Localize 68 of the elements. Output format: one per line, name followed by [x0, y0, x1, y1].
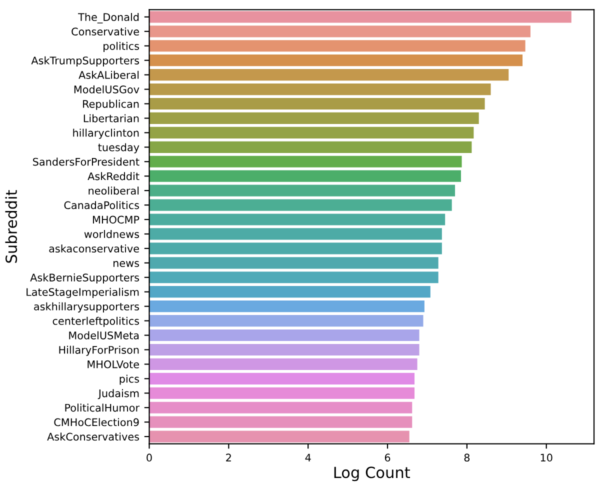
x-tick-label: 10 [540, 454, 552, 462]
y-tick-label: centerleftpolitics [52, 316, 140, 327]
y-tick-label: CanadaPolitics [64, 201, 140, 210]
y-tick-label: news [114, 261, 140, 268]
bar [149, 170, 461, 182]
bar [149, 228, 442, 240]
bar [149, 11, 572, 23]
y-tick-label: politics [104, 42, 140, 52]
y-tick-label: The_Donald [78, 12, 139, 24]
y-tick-label: HillaryForPrison [59, 346, 139, 356]
x-tick-label: 6 [384, 454, 390, 462]
y-tick-label: MHOLVote [88, 360, 139, 368]
y-tick-label: AskALiberal [78, 70, 139, 79]
bar [149, 344, 420, 356]
y-tick-label: AskConservatives [47, 432, 140, 441]
y-tick-label: ModelUSGov [74, 85, 140, 94]
bar [149, 387, 415, 399]
bar [149, 54, 523, 66]
bar [149, 286, 430, 298]
y-tick-label: PoliticalHumor [65, 404, 140, 412]
bar [149, 141, 472, 153]
x-tick-label: 0 [146, 454, 152, 462]
y-tick-label: worldnews [84, 230, 140, 238]
bar [149, 184, 456, 196]
y-tick-label: AskReddit [88, 172, 140, 180]
bar [149, 372, 415, 384]
bar [149, 416, 412, 428]
bar [149, 315, 424, 327]
bar [149, 98, 485, 110]
y-tick-label: ModelUSMeta [69, 331, 139, 340]
bar [149, 199, 452, 211]
y-tick-label: pics [120, 374, 140, 385]
bar [149, 358, 418, 370]
bar [149, 430, 410, 442]
x-tick-label: 4 [305, 454, 311, 462]
bar [149, 40, 526, 52]
x-axis-title: Log Count [334, 466, 410, 482]
x-tick-label: 8 [464, 454, 470, 462]
y-tick-label: Conservative [72, 27, 139, 36]
bar [149, 329, 420, 342]
y-tick-label: askhillarysupporters [34, 302, 140, 312]
bar [149, 272, 438, 284]
bar [149, 83, 491, 96]
y-tick-label: AskTrumpSupporters [31, 56, 140, 66]
bar [149, 300, 424, 312]
y-tick-label: CMHoCElection9 [54, 418, 139, 426]
y-tick-label: LateStageImperialism [26, 288, 139, 298]
y-tick-label: Republican [83, 100, 139, 110]
y-tick-label: Judaism [98, 389, 139, 400]
y-tick-label: SandersForPresident [33, 158, 140, 166]
y-axis-title: Subreddit [5, 190, 18, 263]
bar [149, 126, 474, 138]
bar [149, 402, 412, 414]
bar [149, 257, 438, 269]
y-tick-label: neoliberal [88, 186, 139, 195]
bar [149, 26, 530, 38]
bar [149, 242, 442, 254]
y-tick-label: Libertarian [84, 114, 139, 122]
y-tick-label: AskBernieSupporters [30, 273, 140, 284]
bar [149, 214, 446, 226]
bar [149, 69, 509, 81]
bar [149, 112, 479, 124]
y-tick-label: askaconservative [49, 244, 139, 253]
x-tick-label: 2 [226, 454, 231, 462]
y-tick-label: hillaryclinton [73, 128, 139, 139]
bar [149, 156, 462, 168]
y-tick-label: MHOCMP [92, 216, 140, 224]
y-tick-label: tuesday [98, 143, 140, 154]
